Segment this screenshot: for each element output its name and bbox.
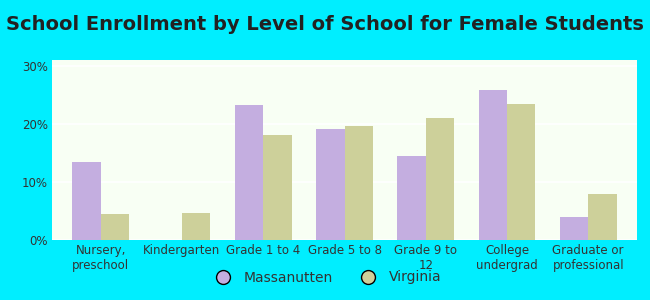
Bar xyxy=(507,103,536,240)
Bar xyxy=(426,118,454,240)
Text: School Enrollment by Level of School for Female Students: School Enrollment by Level of School for… xyxy=(6,15,644,34)
Legend: Massanutten, Virginia: Massanutten, Virginia xyxy=(203,265,447,290)
Bar xyxy=(588,194,617,240)
Bar xyxy=(182,213,211,240)
Bar xyxy=(397,156,426,240)
Bar xyxy=(316,128,344,240)
Bar xyxy=(344,126,373,240)
Bar xyxy=(235,105,263,240)
Bar xyxy=(560,217,588,240)
Bar xyxy=(72,162,101,240)
Bar xyxy=(478,90,507,240)
Bar xyxy=(101,214,129,240)
Bar xyxy=(263,136,292,240)
